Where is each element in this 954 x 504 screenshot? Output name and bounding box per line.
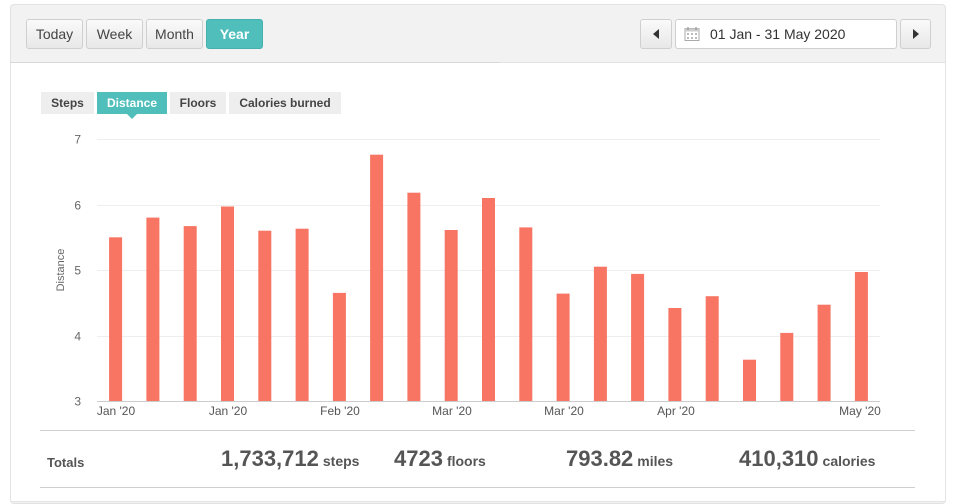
distance-bar[interactable] (183, 226, 197, 401)
distance-bar[interactable] (631, 273, 645, 401)
y-tick-label: 7 (74, 133, 81, 147)
period-button-today[interactable]: Today (26, 19, 83, 49)
total-floors-unit: floors (446, 453, 486, 469)
caret-right-icon (912, 29, 919, 39)
total-floors: 4723 floors (394, 446, 486, 472)
calendar-icon (684, 27, 700, 41)
x-tick-label: Feb '20 (320, 404, 360, 418)
next-range-button[interactable] (900, 19, 931, 49)
y-tick-label: 3 (74, 395, 81, 409)
distance-bar[interactable] (593, 266, 607, 401)
total-steps: 1,733,712 steps (221, 446, 359, 472)
y-tick-label: 4 (74, 330, 81, 344)
x-tick-label: May '20 (839, 404, 881, 418)
distance-bar[interactable] (705, 296, 719, 401)
distance-bar[interactable] (482, 198, 495, 401)
date-range-field[interactable]: 01 Jan - 31 May 2020 (675, 19, 897, 49)
x-tick-label: Jan '20 (209, 404, 248, 418)
distance-bar[interactable] (295, 228, 309, 401)
distance-bar[interactable] (780, 332, 794, 401)
x-tick-label: Mar '20 (432, 404, 472, 418)
total-calories-value: 410,310 (739, 446, 819, 471)
y-axis-label: Distance (55, 249, 67, 292)
x-tick-label: Mar '20 (544, 404, 584, 418)
tab-floors[interactable]: Floors (170, 92, 226, 114)
y-tick-label: 5 (74, 264, 81, 278)
distance-bar[interactable] (146, 217, 160, 401)
caret-left-icon (653, 29, 659, 39)
tab-steps[interactable]: Steps (41, 92, 94, 114)
prev-range-button[interactable] (640, 19, 672, 49)
distance-bar[interactable] (332, 292, 346, 401)
panel-divider (10, 62, 500, 63)
totals-top-divider (40, 430, 915, 431)
tab-calories-burned[interactable]: Calories burned (229, 92, 341, 114)
period-button-month[interactable]: Month (146, 19, 203, 49)
distance-bar[interactable] (556, 293, 570, 401)
distance-bar[interactable] (519, 227, 533, 401)
distance-bar[interactable] (743, 359, 756, 401)
period-button-year[interactable]: Year (206, 19, 263, 49)
distance-bar[interactable] (854, 272, 868, 401)
x-tick-label: Apr '20 (657, 404, 695, 418)
total-calories-unit: calories (822, 453, 876, 469)
distance-bar-chart: 3 4 5 6 7 Jan '20 Jan '20 Feb '20 Mar '20 Mar '2… (55, 133, 881, 419)
tab-distance[interactable]: Distance (97, 92, 167, 114)
y-tick-label: 6 (74, 199, 81, 213)
distance-bar[interactable] (407, 192, 421, 401)
totals-bottom-divider (40, 487, 915, 488)
distance-bar[interactable] (221, 206, 234, 402)
chart-panel (10, 62, 946, 502)
distance-bar[interactable] (258, 230, 272, 401)
distance-bar[interactable] (370, 154, 384, 401)
active-tab-caret (127, 114, 137, 119)
totals-label: Totals (47, 455, 85, 470)
total-miles-value: 793.82 (566, 446, 634, 471)
total-floors-value: 4723 (394, 446, 443, 471)
distance-bar[interactable] (444, 230, 458, 401)
total-calories: 410,310 calories (739, 446, 875, 472)
distance-bar[interactable] (109, 237, 123, 402)
date-range-text: 01 Jan - 31 May 2020 (710, 26, 846, 42)
total-miles-unit: miles (637, 453, 674, 469)
period-button-week[interactable]: Week (86, 19, 143, 49)
total-steps-value: 1,733,712 (221, 446, 319, 471)
distance-bar[interactable] (817, 304, 831, 401)
total-miles: 793.82 miles (566, 446, 673, 472)
total-steps-unit: steps (322, 453, 360, 469)
x-tick-label: Jan '20 (97, 404, 136, 418)
distance-bar[interactable] (668, 308, 682, 401)
